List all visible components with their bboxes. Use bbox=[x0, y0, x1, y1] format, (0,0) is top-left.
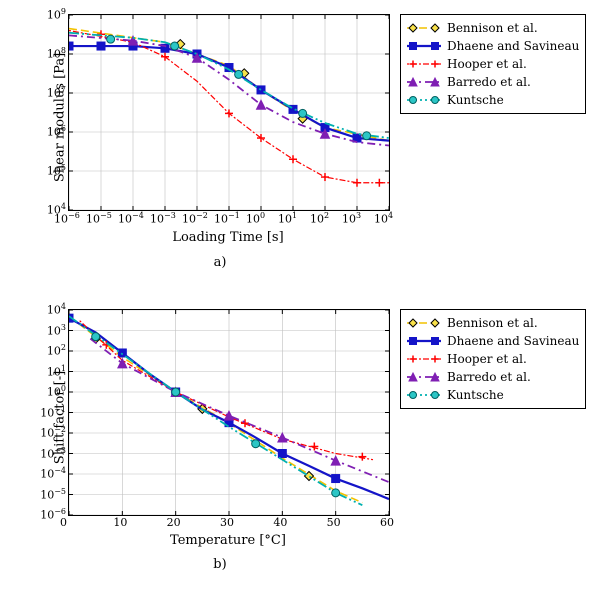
legend-item-bennison: Bennison et al. bbox=[407, 19, 579, 37]
legend-label: Dhaene and Savineau bbox=[447, 39, 579, 53]
ytick-label: 107 bbox=[36, 86, 66, 99]
ytick-label: 109 bbox=[36, 8, 66, 21]
legend-label: Barredo et al. bbox=[447, 370, 531, 384]
legend-label: Bennison et al. bbox=[447, 316, 538, 330]
xlabel-a: Loading Time [s] bbox=[68, 230, 388, 245]
legend-swatch bbox=[407, 388, 441, 402]
xtick-label: 60 bbox=[380, 517, 394, 528]
legend-swatch bbox=[407, 93, 441, 107]
ytick-label: 100 bbox=[36, 385, 66, 398]
legend-a: Bennison et al. Dhaene and Savineau Hooper… bbox=[400, 14, 586, 114]
ytick-label: 106 bbox=[36, 125, 66, 138]
xlabel-b: Temperature [°C] bbox=[68, 533, 388, 548]
ytick-label: 102 bbox=[36, 344, 66, 357]
legend-swatch bbox=[407, 57, 441, 71]
xtick-label: 100 bbox=[246, 212, 265, 225]
legend-label: Dhaene and Savineau bbox=[447, 334, 579, 348]
legend-item-barredo: Barredo et al. bbox=[407, 368, 579, 386]
legend-item-bennison: Bennison et al. bbox=[407, 314, 579, 332]
legend-swatch bbox=[407, 352, 441, 366]
plot-area-b bbox=[68, 309, 390, 516]
panel-b: Shift factor [-] Temperature [°C] b) Ben… bbox=[0, 295, 600, 585]
ytick-label: 10−4 bbox=[36, 467, 66, 480]
caption-a: a) bbox=[0, 255, 440, 270]
caption-a-text: a) bbox=[214, 255, 227, 270]
legend-label: Bennison et al. bbox=[447, 21, 538, 35]
chart-svg-b bbox=[69, 310, 389, 515]
ytick-label: 10−2 bbox=[36, 426, 66, 439]
ytick-label: 10−6 bbox=[36, 508, 66, 521]
ytick-label: 101 bbox=[36, 365, 66, 378]
ytick-label: 108 bbox=[36, 47, 66, 60]
legend-swatch bbox=[407, 21, 441, 35]
chart-svg-a bbox=[69, 15, 389, 210]
ytick-label: 105 bbox=[36, 164, 66, 177]
legend-item-dhaene: Dhaene and Savineau bbox=[407, 332, 579, 350]
legend-item-hooper: Hooper et al. bbox=[407, 55, 579, 73]
legend-swatch bbox=[407, 39, 441, 53]
xtick-label: 10−3 bbox=[150, 212, 176, 225]
xtick-label: 104 bbox=[374, 212, 393, 225]
legend-label: Hooper et al. bbox=[447, 57, 527, 71]
legend-label: Kuntsche bbox=[447, 388, 504, 402]
xtick-label: 20 bbox=[167, 517, 181, 528]
legend-swatch bbox=[407, 316, 441, 330]
xtick-label: 101 bbox=[278, 212, 297, 225]
xtick-label: 10−5 bbox=[86, 212, 112, 225]
ytick-label: 103 bbox=[36, 324, 66, 337]
plot-area-a bbox=[68, 14, 390, 211]
xtick-label: 10 bbox=[113, 517, 127, 528]
legend-item-dhaene: Dhaene and Savineau bbox=[407, 37, 579, 55]
legend-swatch bbox=[407, 334, 441, 348]
ytick-label: 10−5 bbox=[36, 488, 66, 501]
legend-label: Kuntsche bbox=[447, 93, 504, 107]
legend-swatch bbox=[407, 370, 441, 384]
caption-b-text: b) bbox=[213, 557, 226, 572]
xtick-label: 10−4 bbox=[118, 212, 144, 225]
ytick-label: 10−3 bbox=[36, 447, 66, 460]
legend-item-kuntsche: Kuntsche bbox=[407, 386, 579, 404]
xtick-label: 103 bbox=[342, 212, 361, 225]
xtick-label: 40 bbox=[273, 517, 287, 528]
xtick-label: 10−2 bbox=[182, 212, 208, 225]
legend-b: Bennison et al. Dhaene and Savineau Hooper… bbox=[400, 309, 586, 409]
panel-a: Shear modulus [Pa] Loading Time [s] a) B… bbox=[0, 0, 600, 280]
caption-b: b) bbox=[0, 557, 440, 572]
xlabel-a-text: Loading Time [s] bbox=[172, 230, 283, 245]
figure: Shear modulus [Pa] Loading Time [s] a) B… bbox=[0, 0, 600, 589]
ytick-label: 104 bbox=[36, 303, 66, 316]
xtick-label: 50 bbox=[327, 517, 341, 528]
legend-item-hooper: Hooper et al. bbox=[407, 350, 579, 368]
legend-item-kuntsche: Kuntsche bbox=[407, 91, 579, 109]
legend-item-barredo: Barredo et al. bbox=[407, 73, 579, 91]
xlabel-b-text: Temperature [°C] bbox=[170, 533, 286, 548]
legend-swatch bbox=[407, 75, 441, 89]
ytick-label: 104 bbox=[36, 203, 66, 216]
xtick-label: 30 bbox=[220, 517, 234, 528]
xtick-label: 10−1 bbox=[214, 212, 240, 225]
xtick-label: 102 bbox=[310, 212, 329, 225]
legend-label: Hooper et al. bbox=[447, 352, 527, 366]
legend-label: Barredo et al. bbox=[447, 75, 531, 89]
ytick-label: 10−1 bbox=[36, 406, 66, 419]
